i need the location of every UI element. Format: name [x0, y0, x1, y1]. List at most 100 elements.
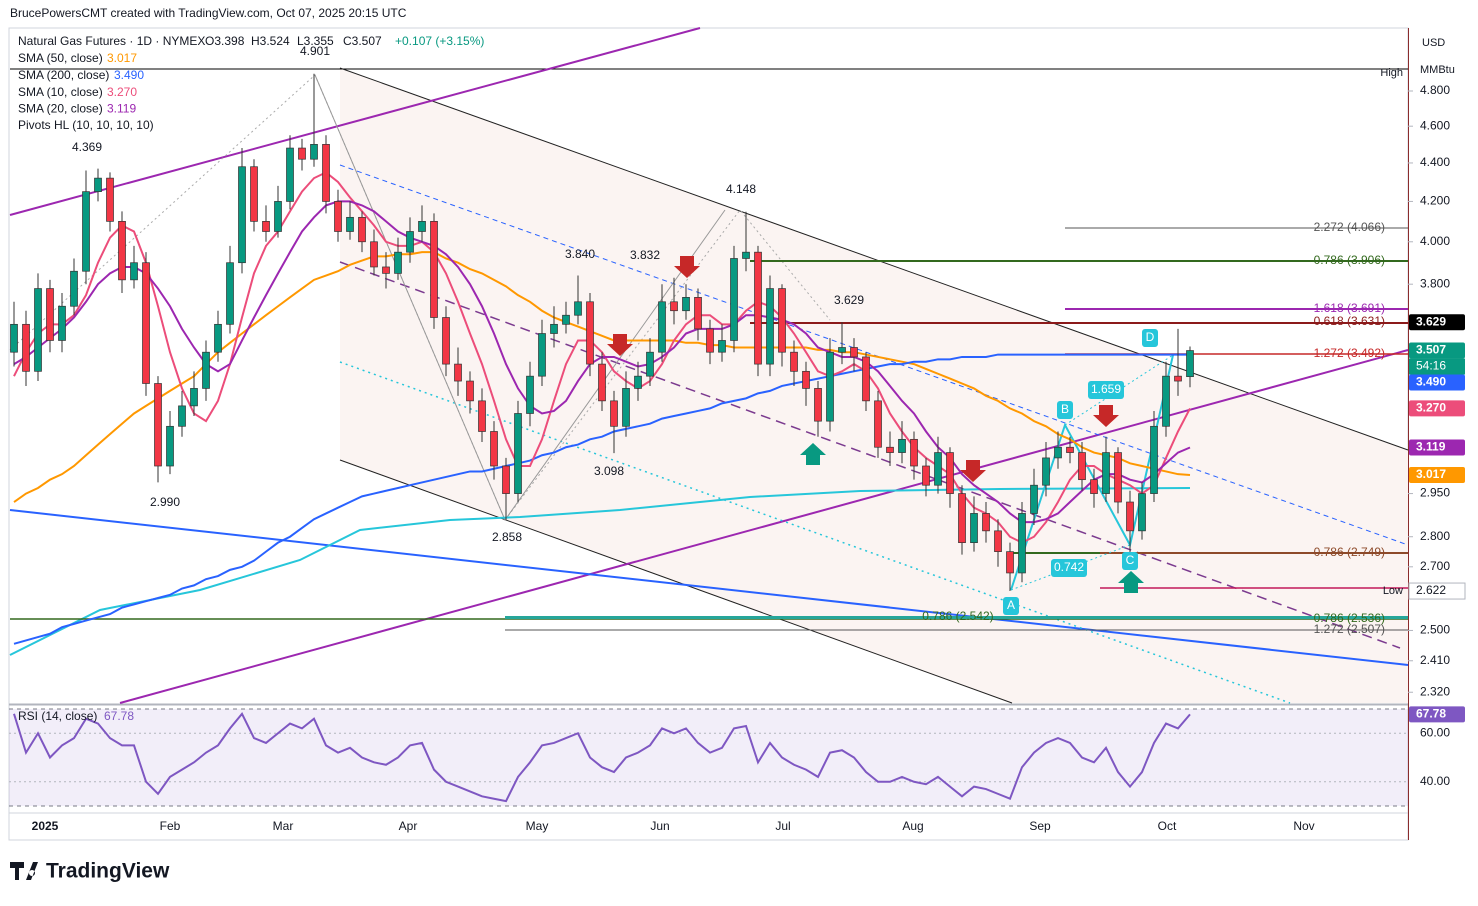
- pattern-box: [1003, 597, 1019, 615]
- candle-body: [1054, 446, 1062, 459]
- candle-body: [490, 431, 498, 467]
- candle-body: [82, 191, 90, 272]
- annotation: 1.272 (2.507): [1314, 622, 1385, 636]
- candle-body: [538, 333, 546, 377]
- candle-body: [886, 446, 894, 453]
- y-tick-label: 2.320: [1420, 684, 1450, 698]
- y-tick-label: 2.950: [1420, 486, 1450, 500]
- rsi-legend-value: 67.78: [104, 709, 134, 723]
- rsi-line: [13, 712, 1191, 803]
- arrows: [607, 256, 1144, 593]
- y-tick-label: 4.200: [1420, 194, 1450, 208]
- annotation: C: [1126, 553, 1135, 567]
- trendline: [9, 509, 1409, 666]
- candle-body: [226, 262, 234, 325]
- annotation: 0.618 (3.631): [1314, 314, 1385, 328]
- x-tick-label: Apr: [399, 819, 418, 833]
- candle-body: [778, 288, 786, 353]
- annotation: 3.629: [834, 293, 864, 307]
- y-tick-label: 3.800: [1420, 276, 1450, 290]
- candle-body: [550, 323, 558, 334]
- candle-body: [514, 413, 522, 494]
- annotation: 0.786 (3.906): [1314, 253, 1385, 267]
- annotation: 1.618 (3.691): [1314, 301, 1385, 315]
- candle-body: [1174, 375, 1182, 382]
- candle-body: [742, 251, 750, 259]
- candle-body: [190, 388, 198, 407]
- x-tick-label: Mar: [273, 819, 294, 833]
- x-tick-label: Jul: [775, 819, 790, 833]
- high-label: High: [1380, 67, 1403, 79]
- candle-body: [646, 351, 654, 377]
- price-badge: [1409, 467, 1465, 484]
- legend-name: SMA (200, close): [18, 68, 109, 82]
- candle-body: [910, 438, 918, 467]
- candle-body: [202, 351, 210, 389]
- y-tick-label: 2.700: [1420, 559, 1450, 573]
- candle-body: [802, 370, 810, 389]
- candle-body: [754, 251, 762, 365]
- trendline: [119, 349, 1409, 704]
- annotation: A: [1007, 598, 1015, 612]
- candle-body: [502, 465, 510, 494]
- candle-body: [706, 328, 714, 353]
- x-tick-label: Nov: [1293, 819, 1314, 833]
- candle-body: [1042, 457, 1050, 486]
- down-arrow: [674, 256, 700, 278]
- legend-value: 3.017: [107, 51, 137, 65]
- y-tick-label: 4.000: [1420, 234, 1450, 248]
- moving-average: [9, 487, 1191, 656]
- legend-name: SMA (10, close): [18, 85, 103, 99]
- rsi-badge: [1409, 706, 1465, 723]
- sma-line: [13, 353, 1190, 645]
- candle-body: [346, 216, 354, 232]
- price-badge-label: 3.629: [1416, 314, 1446, 328]
- candle-body: [526, 375, 534, 414]
- annotation: 0.786 (2.542): [922, 609, 993, 623]
- price-badge: [1409, 400, 1465, 417]
- pattern-box: [1142, 329, 1158, 347]
- price-badge-label: 3.017: [1416, 467, 1446, 481]
- low-badge-label: 2.622: [1416, 583, 1446, 597]
- pattern-box: [1122, 552, 1138, 570]
- currency: USD: [1422, 37, 1445, 49]
- pattern-box: [1051, 559, 1087, 577]
- legend-quote: C3.507: [343, 34, 382, 48]
- candle-body: [58, 305, 66, 341]
- legend-quote: O3.398: [205, 34, 245, 48]
- channel-lower: [339, 459, 1013, 704]
- legend-value: 3.119: [107, 102, 136, 116]
- down-arrow: [960, 460, 986, 482]
- candle-body: [634, 375, 642, 389]
- annotation: B: [1061, 402, 1069, 416]
- candle-body: [970, 513, 978, 544]
- candle-body: [838, 347, 846, 353]
- rsi-badge-label: 67.78: [1416, 707, 1446, 721]
- annotation: 1.272 (3.492): [1314, 346, 1385, 360]
- candle-body: [70, 270, 78, 307]
- annotation: 4.901: [300, 44, 330, 58]
- annotation: 3.840: [565, 247, 595, 261]
- candle-body: [958, 493, 966, 544]
- candle-body: [274, 201, 282, 232]
- candle-body: [622, 388, 630, 427]
- candle-body: [466, 380, 474, 402]
- legend-value: 3.270: [107, 85, 137, 99]
- logo-text: TradingView: [46, 860, 170, 883]
- candle-body: [106, 177, 114, 222]
- candle-body: [946, 452, 954, 494]
- annotation: 4.148: [726, 182, 756, 196]
- price-badge-label: 3.270: [1416, 401, 1446, 415]
- low-badge: [1408, 582, 1466, 600]
- channel-fill: [340, 68, 1408, 703]
- abcd-pattern: [1064, 354, 1174, 426]
- down-arrow: [1093, 405, 1119, 427]
- rsi-band: [9, 709, 1408, 806]
- y-tick-label: 2.410: [1420, 653, 1450, 667]
- y-tick-label: 2.500: [1420, 623, 1450, 637]
- candle-body: [826, 351, 834, 422]
- candle-body: [382, 266, 390, 274]
- candle-body: [250, 166, 258, 222]
- candle-body: [214, 323, 222, 353]
